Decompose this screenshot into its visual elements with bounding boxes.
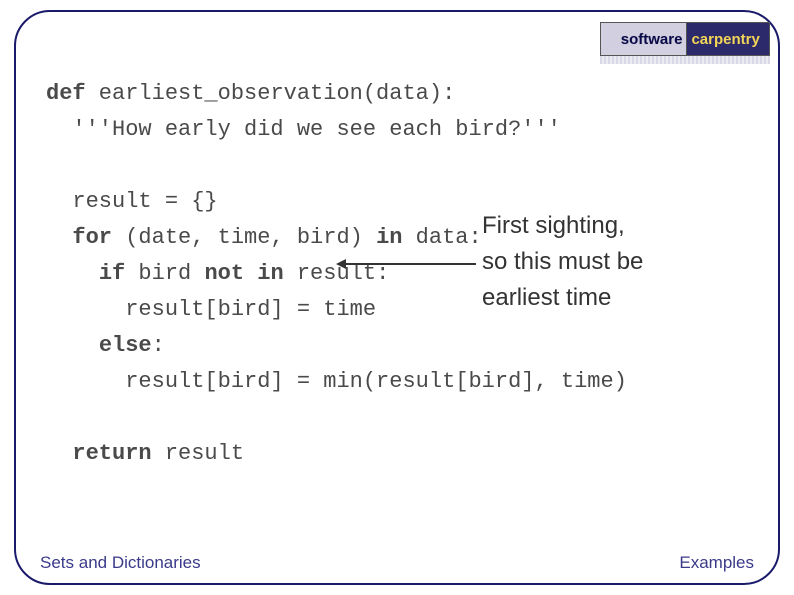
logo-left: software	[601, 23, 687, 55]
annotation-line: First sighting,	[482, 208, 643, 244]
code-text: result[bird] = min(result[bird], time)	[46, 369, 627, 394]
code-text: result	[152, 441, 244, 466]
code-text: data:	[402, 225, 481, 250]
code-text: result[bird] = time	[46, 297, 376, 322]
kw-for: for	[72, 225, 112, 250]
annotation-line: earliest time	[482, 280, 643, 316]
annotation-block: First sighting, so this must be earliest…	[482, 208, 643, 316]
code-text: result:	[284, 261, 390, 286]
code-text	[46, 261, 99, 286]
logo-badge: software carpentry	[600, 22, 770, 56]
code-text	[46, 441, 72, 466]
slide: software carpentry def earliest_observat…	[0, 0, 794, 595]
code-text: :	[152, 333, 165, 358]
logo-strip	[600, 56, 770, 64]
code-text: '''How early did we see each bird?'''	[46, 117, 561, 142]
code-text	[46, 225, 72, 250]
code-text	[46, 333, 99, 358]
kw-def: def	[46, 81, 86, 106]
kw-else: else	[99, 333, 152, 358]
footer-left: Sets and Dictionaries	[40, 553, 201, 573]
code-text: bird	[125, 261, 204, 286]
logo-right: carpentry	[687, 23, 769, 55]
code-block: def earliest_observation(data): '''How e…	[46, 76, 756, 472]
code-text: result = {}	[46, 189, 218, 214]
kw-return: return	[72, 441, 151, 466]
kw-not-in: not in	[204, 261, 283, 286]
code-text: earliest_observation(data):	[86, 81, 456, 106]
code-text: (date, time, bird)	[112, 225, 376, 250]
footer-right: Examples	[679, 553, 754, 573]
kw-in: in	[376, 225, 402, 250]
kw-if: if	[99, 261, 125, 286]
annotation-line: so this must be	[482, 244, 643, 280]
